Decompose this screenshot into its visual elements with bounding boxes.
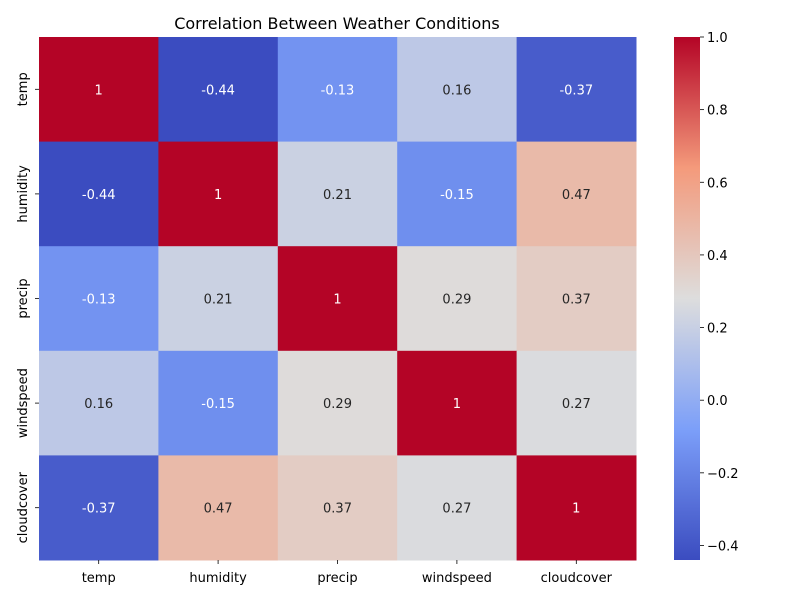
- x-tick-label-1: humidity: [189, 571, 247, 586]
- heatmap-cell-1-1: [158, 141, 279, 247]
- cell-value-label-3-4: 0.27: [562, 397, 591, 412]
- colorbar-tick-label-4: 0.4: [707, 249, 728, 264]
- y-axis: temp humidity precip windspeed cloudcover: [16, 72, 39, 543]
- heatmap-cell-2-2: [277, 246, 398, 352]
- cell-value-label-4-0: -0.37: [82, 502, 116, 517]
- cell-value-label-3-2: 0.29: [323, 397, 352, 412]
- heatmap-cell-0-2: [277, 37, 398, 143]
- cell-value-label-0-4: -0.37: [559, 83, 593, 98]
- heatmap-cell-4-2: [277, 455, 398, 561]
- heatmap-cells: 1 -0.44 -0.13 0.16 -0.37 -0.44 1 0.21 -0.15 0.47 -…: [39, 37, 637, 561]
- heatmap-cell-4-3: [397, 455, 518, 561]
- heatmap-cell-3-0: [39, 350, 159, 456]
- colorbar-tick-label-3: 0.2: [707, 322, 728, 337]
- heatmap-cell-1-3: [397, 141, 518, 247]
- cell-value-label-0-0: 1: [95, 83, 103, 98]
- cell-value-label-2-2: 1: [333, 293, 341, 308]
- heatmap-cell-2-1: [158, 246, 279, 352]
- cell-value-label-4-2: 0.37: [323, 502, 352, 517]
- heatmap-cell-1-0: [39, 141, 159, 247]
- heatmap-cell-0-3: [397, 37, 518, 143]
- cell-value-label-1-4: 0.47: [562, 188, 591, 203]
- cell-value-label-1-0: -0.44: [82, 188, 116, 203]
- heatmap-cell-3-2: [277, 350, 398, 456]
- heatmap-cell-0-0: [39, 37, 159, 143]
- cell-value-label-4-3: 0.27: [442, 502, 471, 517]
- x-axis: temp humidity precip windspeed cloudcover: [82, 560, 613, 586]
- y-tick-label-1: humidity: [16, 165, 31, 223]
- heatmap-cell-1-4: [516, 141, 637, 247]
- x-tick-label-3: windspeed: [422, 571, 492, 586]
- cell-value-label-0-1: -0.44: [201, 83, 235, 98]
- heatmap-cell-3-1: [158, 350, 279, 456]
- cell-value-label-2-0: -0.13: [82, 293, 116, 308]
- colorbar-tick-label-1: −0.2: [707, 467, 739, 482]
- cell-value-label-4-1: 0.47: [204, 502, 233, 517]
- cell-value-label-2-3: 0.29: [442, 293, 471, 308]
- cell-value-label-0-2: -0.13: [321, 83, 355, 98]
- y-tick-label-0: temp: [16, 72, 31, 106]
- colorbar-tick-label-2: 0.0: [707, 394, 728, 409]
- cell-value-label-4-4: 1: [572, 502, 580, 517]
- heatmap-cell-2-3: [397, 246, 518, 352]
- chart-title: Correlation Between Weather Conditions: [174, 14, 500, 33]
- y-tick-label-2: precip: [16, 278, 31, 318]
- cell-value-label-1-2: 0.21: [323, 188, 352, 203]
- colorbar-tick-label-6: 0.8: [707, 104, 728, 119]
- cell-value-label-2-1: 0.21: [204, 293, 233, 308]
- heatmap-cell-4-0: [39, 455, 159, 561]
- cell-value-label-0-3: 0.16: [442, 83, 471, 98]
- heatmap-cell-4-1: [158, 455, 279, 561]
- heatmap-cell-2-4: [516, 246, 637, 352]
- heatmap-cell-4-4: [516, 455, 637, 561]
- colorbar-tick-label-7: 1.0: [707, 31, 728, 46]
- heatmap-cell-3-4: [516, 350, 637, 456]
- heatmap-cell-0-1: [158, 37, 279, 143]
- colorbar-tick-label-5: 0.6: [707, 176, 728, 191]
- colorbar: −0.4 −0.2 0.0 0.2 0.4 0.6 0.8 1.0: [674, 31, 739, 560]
- heatmap-cell-3-3: [397, 350, 518, 456]
- cell-value-label-1-3: -0.15: [440, 188, 474, 203]
- x-tick-label-4: cloudcover: [541, 571, 613, 586]
- cell-value-label-2-4: 0.37: [562, 293, 591, 308]
- heatmap-cell-1-2: [277, 141, 398, 247]
- y-tick-label-3: windspeed: [16, 368, 31, 438]
- cell-value-label-1-1: 1: [214, 188, 222, 203]
- colorbar-tick-label-0: −0.4: [707, 539, 739, 554]
- x-tick-label-2: precip: [317, 571, 357, 586]
- x-tick-label-0: temp: [82, 571, 116, 586]
- cell-value-label-3-3: 1: [453, 397, 461, 412]
- y-tick-label-4: cloudcover: [16, 471, 31, 543]
- cell-value-label-3-0: 0.16: [84, 397, 113, 412]
- heatmap-cell-2-0: [39, 246, 159, 352]
- colorbar-gradient: [674, 37, 700, 560]
- cell-value-label-3-1: -0.15: [201, 397, 235, 412]
- heatmap-cell-0-4: [516, 37, 637, 143]
